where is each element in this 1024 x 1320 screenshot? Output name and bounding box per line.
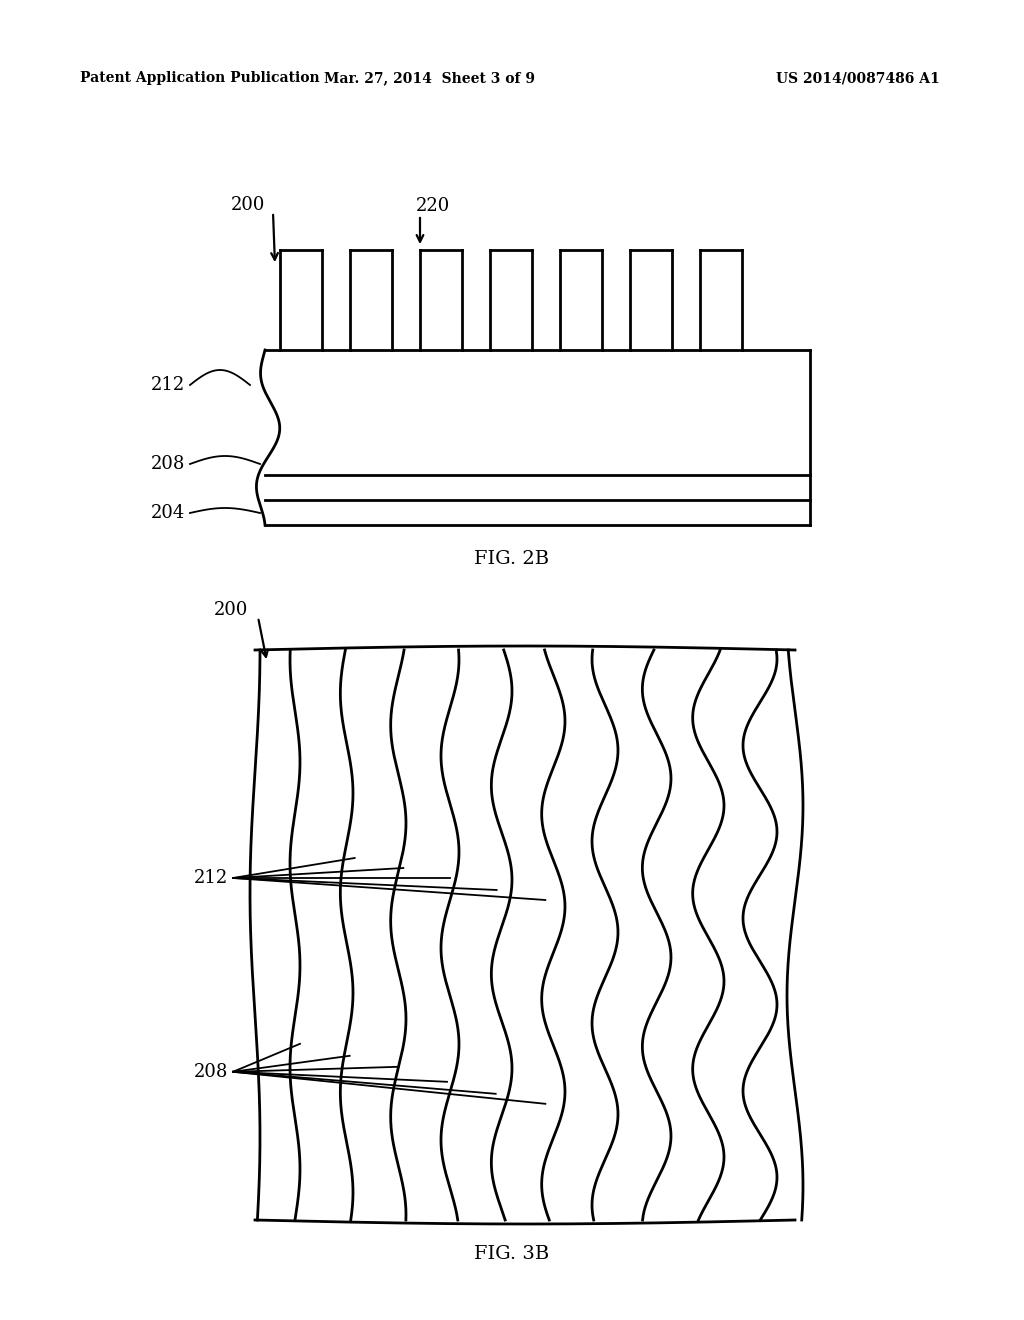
Text: 208: 208 [151,455,185,473]
Text: 220: 220 [416,197,451,215]
Text: FIG. 3B: FIG. 3B [474,1245,550,1263]
Text: 208: 208 [194,1063,228,1081]
Text: US 2014/0087486 A1: US 2014/0087486 A1 [776,71,940,84]
Text: Mar. 27, 2014  Sheet 3 of 9: Mar. 27, 2014 Sheet 3 of 9 [325,71,536,84]
Text: 204: 204 [151,504,185,521]
Text: 212: 212 [151,376,185,393]
Text: 212: 212 [194,869,228,887]
Text: Patent Application Publication: Patent Application Publication [80,71,319,84]
Text: 200: 200 [214,601,248,619]
Text: 200: 200 [230,195,265,214]
Text: FIG. 2B: FIG. 2B [474,550,550,568]
